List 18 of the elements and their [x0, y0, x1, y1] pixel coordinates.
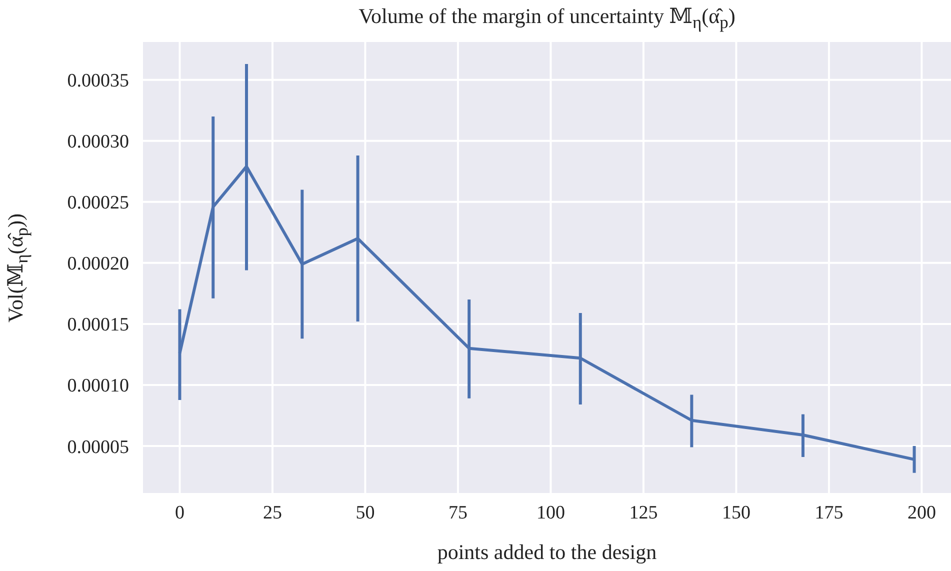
y-tick-label: 0.00005: [67, 436, 129, 458]
x-tick-label: 100: [536, 502, 565, 524]
y-tick-label: 0.00030: [67, 132, 129, 153]
x-tick-label: 50: [356, 502, 375, 524]
x-tick-label: 175: [814, 502, 844, 524]
x-tick-label: 200: [907, 502, 936, 524]
x-tick-label: 150: [722, 502, 750, 524]
y-tick-label: 0.00025: [67, 192, 129, 214]
y-tick-label: 0.00020: [67, 254, 129, 275]
x-axis-title: points added to the design: [436, 540, 658, 565]
y-tick-label: 0.00010: [67, 376, 129, 397]
chart-title: Volume of the margin of uncertainty 𝕄$_{η}$(α̂$_{p}$): [358, 4, 736, 34]
x-tick-label: 25: [262, 502, 282, 524]
x-tick-label: 75: [448, 502, 468, 524]
y-tick-label: 0.00035: [67, 70, 129, 92]
x-tick-label: 0: [174, 502, 184, 524]
y-tick-label: 0.00015: [67, 314, 129, 336]
x-tick-label: 125: [629, 502, 658, 524]
